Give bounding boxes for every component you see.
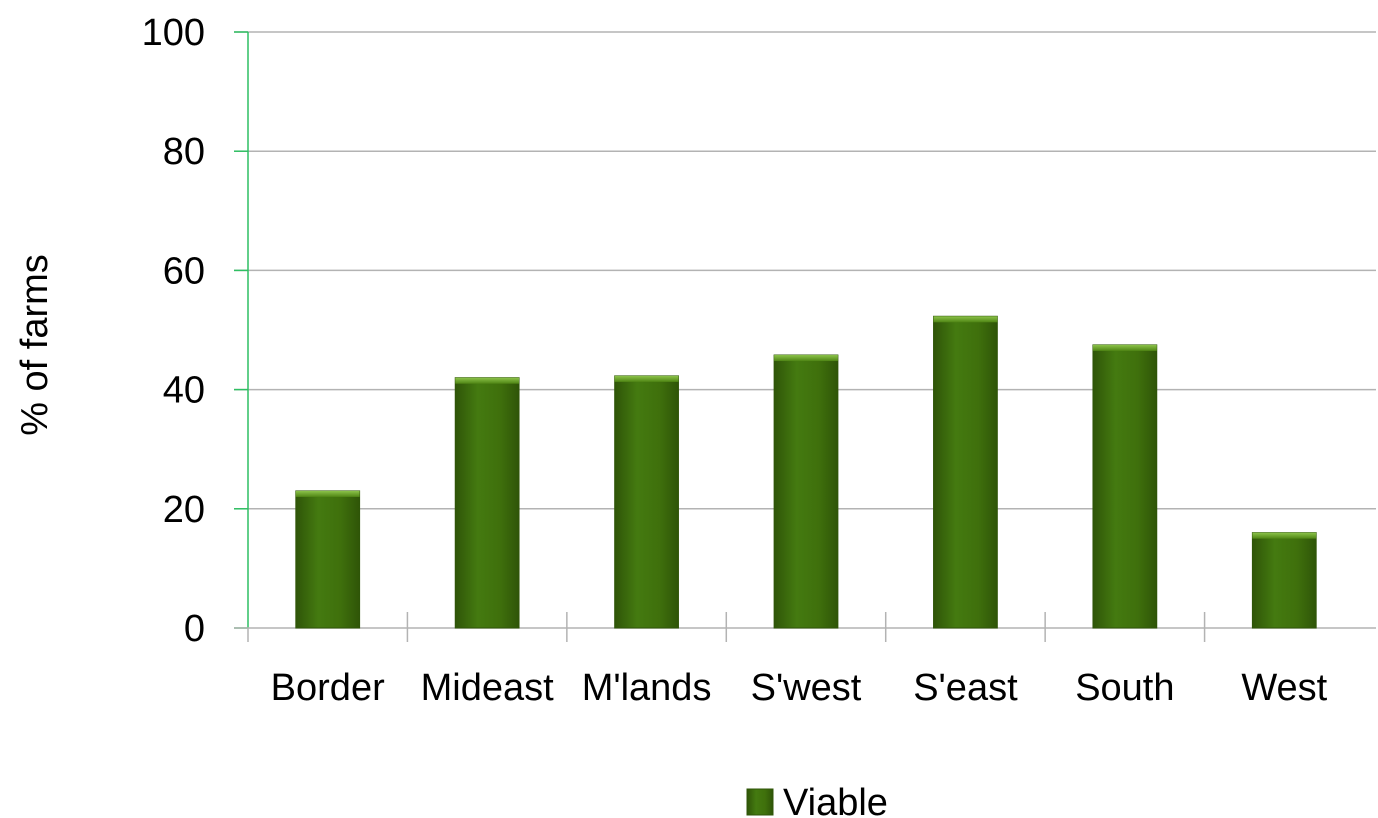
- bar-mlands: [614, 375, 679, 629]
- x-axis-tick-marks: [247, 612, 1206, 642]
- bar-border: [295, 490, 361, 629]
- bar-cap: [614, 375, 679, 382]
- y-tick-label: 100: [142, 12, 205, 54]
- y-tick-label: 40: [163, 370, 205, 412]
- legend-swatch-viable: [746, 788, 774, 816]
- bar-cap: [933, 316, 998, 323]
- legend-label-viable: Viable: [783, 782, 888, 818]
- bar-west: [1251, 532, 1317, 629]
- bar-cap: [455, 377, 520, 384]
- x-category-label: South: [1075, 667, 1174, 709]
- y-tick-label: 60: [163, 250, 205, 292]
- y-tick-label: 80: [163, 131, 205, 173]
- bar-south: [1092, 344, 1158, 629]
- x-category-label: S'west: [751, 667, 862, 709]
- x-category-label: M'lands: [582, 667, 712, 709]
- x-category-label: S'east: [913, 667, 1018, 709]
- bar-cap: [774, 355, 838, 362]
- bar-seast: [933, 315, 998, 629]
- y-axis-title: % of farms: [14, 254, 56, 436]
- bar-body: [1251, 532, 1317, 629]
- legend: Viable: [746, 782, 888, 818]
- y-tick-label: 0: [184, 608, 205, 650]
- bar-body: [295, 490, 361, 629]
- bar-cap: [295, 490, 360, 497]
- bar-body: [614, 375, 679, 629]
- bars: [295, 315, 1317, 629]
- y-tick-label: 20: [163, 489, 205, 531]
- y-axis-tick-labels: 0 20 40 60 80 100: [142, 12, 205, 650]
- x-axis-category-labels: Border Mideast M'lands S'west S'east South Wes…: [271, 667, 1328, 709]
- bar-mideast: [454, 377, 520, 629]
- bar-body: [773, 354, 839, 629]
- bar-swest: [773, 354, 839, 629]
- bar-body: [933, 315, 998, 629]
- x-category-label: Mideast: [421, 667, 554, 709]
- bar-body: [1092, 344, 1158, 629]
- x-category-label: West: [1241, 667, 1327, 709]
- x-category-label: Border: [271, 667, 385, 709]
- bar-cap: [1252, 532, 1317, 539]
- bar-body: [454, 377, 520, 629]
- bar-cap: [1092, 344, 1157, 351]
- grid-lines: [234, 31, 1376, 629]
